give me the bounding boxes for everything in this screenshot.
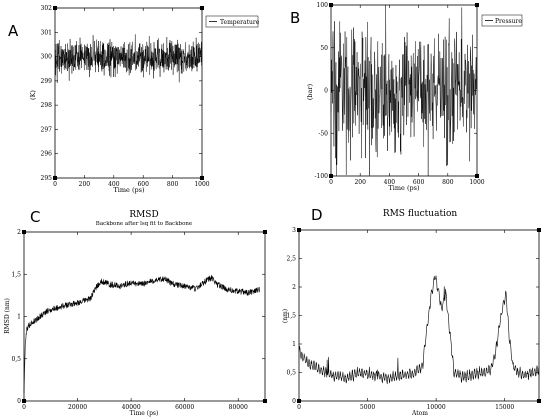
panel-b-xlabel: Time (ps)	[388, 184, 420, 192]
panel-c-ytick-label: 1	[17, 314, 21, 321]
panel-b-xtick-label: 1000	[469, 179, 484, 186]
panel-b-xtick-label: 200	[354, 179, 366, 186]
panel-a-ytick-label: 301	[41, 29, 52, 36]
panel-a-ytick-label: 298	[41, 102, 53, 109]
panel-b-ylabel: (bar)	[306, 83, 314, 100]
panel-c-xlabel: Time (ps)	[130, 410, 159, 417]
panel-a-xtick-label: 600	[137, 181, 149, 188]
panel-a-legend-box	[205, 15, 259, 28]
panel-a-ytick-label: 295	[41, 175, 53, 182]
panel-b-ytick-label: -50	[318, 130, 328, 137]
panel-d-xtick-label: 10000	[427, 404, 446, 411]
panel-c-series-line	[23, 275, 260, 393]
panel-d-ytick-label: 1,5	[286, 313, 296, 320]
panel-b-legend-box	[481, 14, 523, 27]
panel-b-series-line	[330, 4, 478, 177]
panel-a-ytick-label: 299	[41, 78, 53, 85]
panel-d-title: RMS fluctuation	[383, 209, 458, 219]
panel-d-rmsf: D RMS fluctuation Atom (nm) 0 5000 10000 15…	[282, 206, 541, 417]
panel-d-ytick-label: 0,5	[286, 370, 296, 377]
panel-a-xtick-label: 400	[108, 181, 120, 188]
panel-c-xtick-label: 40000	[122, 404, 141, 411]
panel-b-xtick-label: 800	[442, 179, 454, 186]
panel-a-ytick-label: 297	[41, 126, 53, 133]
panel-c-xtick-label: 20000	[68, 404, 87, 411]
panel-letter-a: A	[8, 22, 19, 40]
panel-c-ylabel: RMSD (nm)	[4, 298, 11, 334]
panel-d-xtick-label: 5000	[360, 404, 375, 411]
panel-b-ytick-label: -100	[315, 173, 329, 180]
panel-a-legend-label: Temperature	[220, 19, 260, 26]
panel-a-xtick-label: 800	[167, 181, 179, 188]
panel-a-ytick-label: 296	[41, 151, 53, 158]
panel-b-xtick-label: 600	[413, 179, 425, 186]
panel-b-ytick-label: 50	[320, 45, 328, 52]
panel-b-xtick-label: 0	[329, 179, 333, 186]
panel-d-series-line	[298, 275, 540, 385]
panel-letter-c: C	[30, 208, 40, 226]
panel-b-xtick-label: 400	[384, 179, 396, 186]
panel-c-subtitle: Backbone after lsq fit to Backbone	[96, 221, 192, 227]
panel-d-xtick-label: 15000	[495, 404, 514, 411]
panel-c-ytick-label: 1,5	[11, 271, 21, 278]
panel-c-xtick-label: 80000	[229, 404, 248, 411]
panel-d-ytick-label: 0	[292, 398, 296, 405]
panel-c-ytick-label: 2	[17, 229, 21, 236]
panel-a-xlabel: Time (ps)	[113, 186, 145, 194]
panel-a-frame	[54, 7, 203, 179]
panel-letter-b: B	[290, 9, 300, 27]
panel-a-legend: Temperature	[205, 15, 260, 28]
panel-d-xtick-label: 0	[297, 404, 301, 411]
panel-a-ytick-label: 302	[41, 5, 53, 12]
panel-a-ylabel: (K)	[29, 90, 37, 100]
panel-a-temperature: A Time (ps) (K) Temperature 0 200 400 600 80…	[8, 5, 260, 194]
panel-a-xtick-label: 200	[79, 181, 91, 188]
panel-d-xlabel: Atom	[411, 410, 428, 417]
panel-d-ytick-label: 2	[292, 284, 296, 291]
panel-letter-d: D	[311, 206, 323, 224]
panel-c-title: RMSD	[129, 210, 158, 220]
panel-a-ytick-label: 300	[41, 54, 53, 61]
panel-b-ytick-label: 100	[317, 2, 329, 9]
panel-b-legend-label: Pressure	[495, 18, 522, 25]
panel-a-series-line	[54, 34, 203, 84]
panel-b-pressure: B Time (ps) (bar) Pressure 0 200 400 600 800…	[290, 2, 522, 192]
panel-b-ytick-label: 0	[324, 88, 328, 95]
panel-d-ytick-label: 1	[292, 341, 296, 348]
panel-d-ytick-label: 3	[292, 227, 296, 234]
panel-c-rmsd: C RMSD Backbone after lsq fit to Backbon…	[4, 208, 267, 417]
panel-c-xtick-label: 0	[22, 404, 26, 411]
panel-d-ytick-label: 2,5	[286, 256, 296, 263]
panel-a-xtick-label: 1000	[194, 181, 209, 188]
panel-b-legend: Pressure	[481, 14, 523, 27]
panel-c-ytick-label: 0	[17, 398, 21, 405]
panel-a-xtick-label: 0	[53, 181, 57, 188]
panel-c-ytick-label: 0,5	[11, 356, 21, 363]
panel-c-xtick-label: 60000	[175, 404, 194, 411]
panel-d-ylabel: (nm)	[282, 309, 289, 323]
